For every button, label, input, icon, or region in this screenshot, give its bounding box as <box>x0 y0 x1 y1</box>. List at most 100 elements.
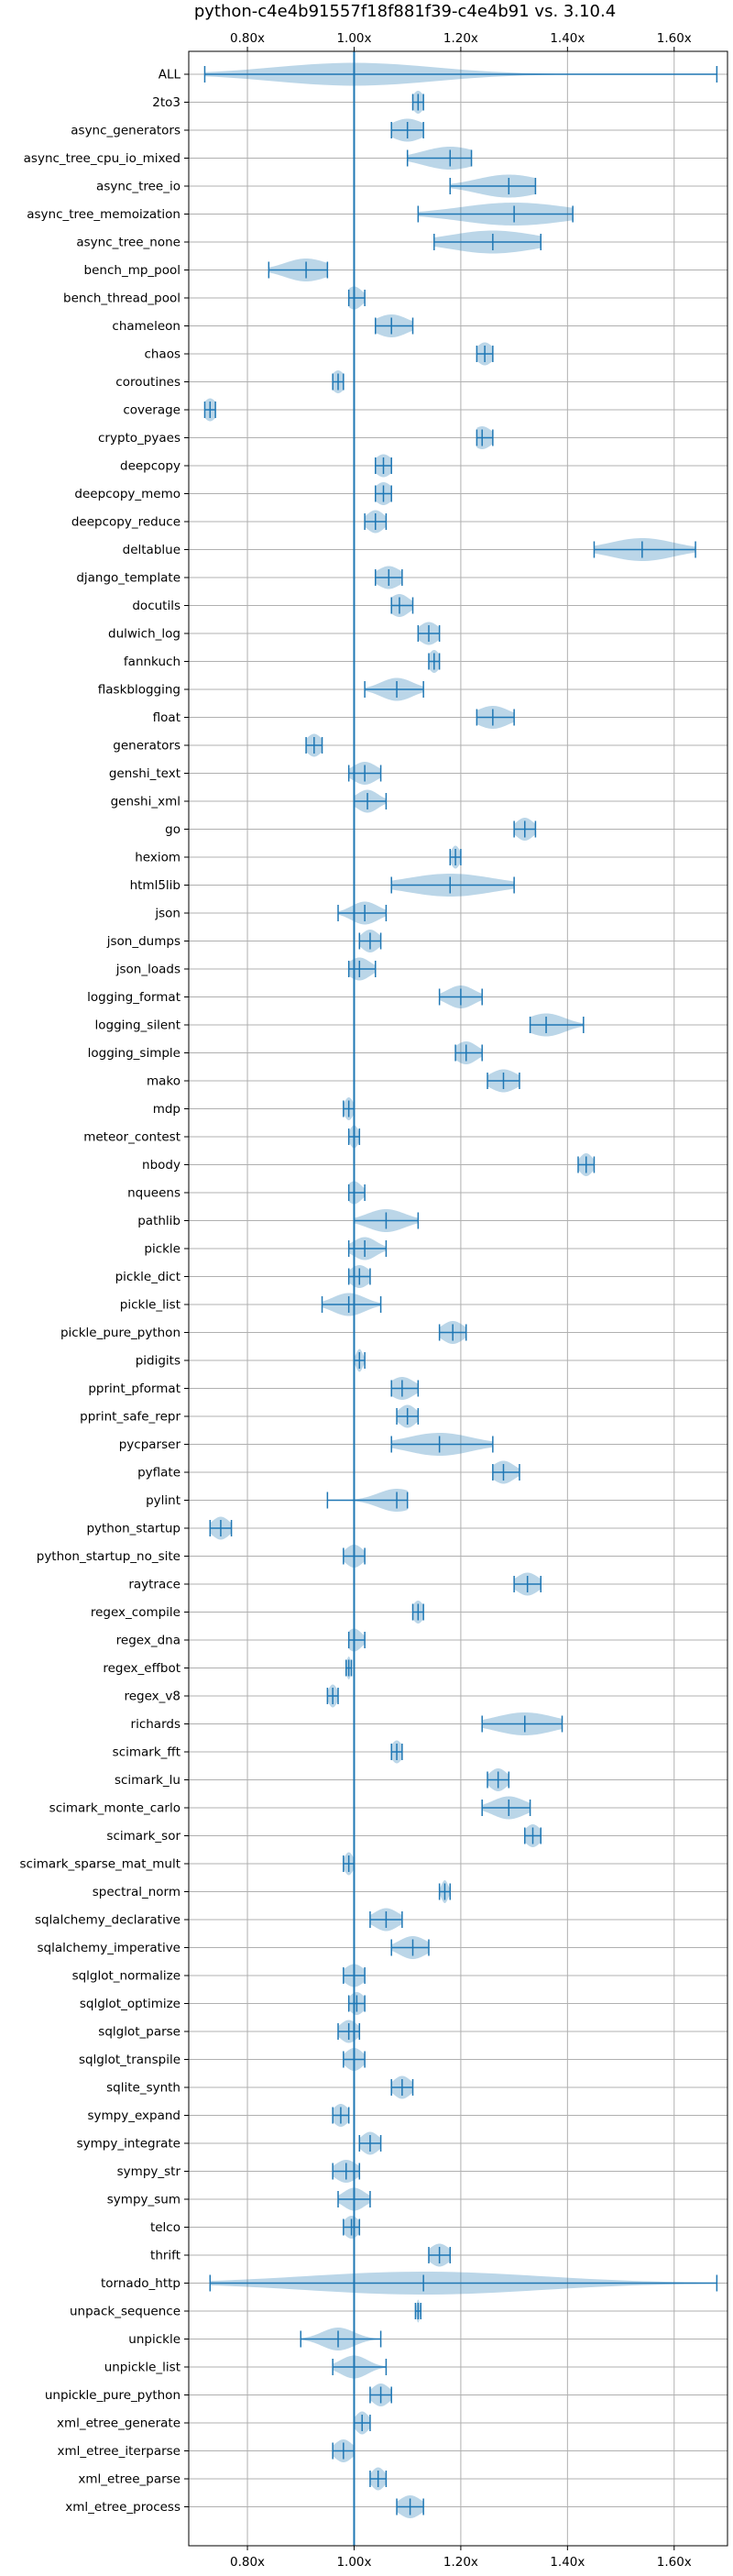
benchmark-label: regex_dna <box>116 1634 181 1648</box>
benchmark-label: nqueens <box>127 1186 181 1201</box>
benchmark-label: mdp <box>153 1102 181 1117</box>
benchmark-label: deepcopy <box>120 459 181 474</box>
benchmark-label: crypto_pyaes <box>98 431 181 446</box>
benchmark-label: xml_etree_parse <box>78 2472 181 2487</box>
x-tick-label-bottom: 1.40x <box>550 2555 585 2570</box>
benchmark-label: regex_effbot <box>103 1661 181 1676</box>
benchmark-label: async_tree_io <box>96 180 181 194</box>
benchmark-label: 2to3 <box>152 95 181 110</box>
benchmark-label: scimark_monte_carlo <box>49 1801 181 1816</box>
benchmark-label: sympy_expand <box>87 2108 181 2123</box>
benchmark-label: hexiom <box>135 851 181 865</box>
benchmark-label: sqlglot_normalize <box>72 1969 181 1984</box>
benchmark-label: deepcopy_memo <box>74 487 181 501</box>
x-tick-label-top: 1.60x <box>657 31 692 46</box>
x-tick-label-bottom: 1.60x <box>657 2555 692 2570</box>
benchmark-label: fannkuch <box>124 655 181 669</box>
x-tick-label-bottom: 1.00x <box>336 2555 371 2570</box>
benchmark-label: bench_mp_pool <box>84 263 181 278</box>
benchmark-label: docutils <box>132 599 181 613</box>
benchmark-label: spectral_norm <box>93 1885 181 1899</box>
benchmark-label: async_tree_memoization <box>27 207 181 222</box>
benchmark-label: pickle_list <box>120 1298 181 1313</box>
benchmark-label: chaos <box>144 347 181 362</box>
benchmark-label: deltablue <box>123 543 181 557</box>
benchmark-label: scimark_lu <box>115 1773 181 1788</box>
benchmark-label: python_startup_no_site <box>37 1549 181 1564</box>
benchmark-label: logging_format <box>87 990 181 1005</box>
benchmark-label: json <box>154 907 181 921</box>
benchmark-label: sqlglot_transpile <box>79 2053 181 2067</box>
benchmark-label: go <box>165 822 181 837</box>
benchmark-label: logging_simple <box>88 1046 181 1061</box>
benchmark-label: pprint_safe_repr <box>80 1410 181 1425</box>
benchmark-label: unpickle_pure_python <box>45 2388 181 2403</box>
benchmark-label: sympy_sum <box>107 2193 181 2207</box>
benchmark-label: coroutines <box>115 375 181 390</box>
benchmark-label: unpickle_list <box>104 2361 181 2375</box>
benchmark-label: meteor_contest <box>83 1130 181 1145</box>
benchmark-label: sqlglot_optimize <box>80 1997 181 2011</box>
benchmark-label: sqlalchemy_imperative <box>38 1941 181 1955</box>
benchmark-label: regex_v8 <box>124 1690 181 1704</box>
benchmark-label: pidigits <box>136 1354 181 1369</box>
benchmark-label: sqlalchemy_declarative <box>35 1913 181 1928</box>
benchmark-label: deepcopy_reduce <box>71 515 181 530</box>
benchmark-label: scimark_sparse_mat_mult <box>20 1857 181 1872</box>
benchmark-label: mako <box>147 1074 181 1089</box>
benchmark-label: pickle_dict <box>115 1270 181 1284</box>
x-tick-label-top: 1.20x <box>443 31 478 46</box>
benchmark-label: xml_etree_iterparse <box>58 2444 181 2459</box>
benchmark-label: logging_silent <box>95 1018 181 1033</box>
benchmark-label: flaskblogging <box>98 683 181 698</box>
x-tick-label-top: 1.40x <box>550 31 585 46</box>
benchmark-label: genshi_text <box>109 766 181 781</box>
benchmark-label: django_template <box>76 571 181 586</box>
benchmark-label: xml_etree_generate <box>57 2416 181 2431</box>
benchmark-label: regex_compile <box>91 1605 181 1620</box>
benchmark-label: json_dumps <box>106 934 181 949</box>
benchmark-label: sqlite_synth <box>106 2081 181 2096</box>
benchmark-label: scimark_fft <box>113 1745 181 1760</box>
benchmark-label: generators <box>113 739 181 754</box>
benchmark-label: unpickle <box>128 2332 181 2347</box>
benchmark-label: pickle <box>144 1242 181 1257</box>
benchmark-label: pyflate <box>137 1466 181 1481</box>
benchmark-label: chameleon <box>112 319 181 334</box>
x-tick-label-top: 0.80x <box>230 31 265 46</box>
benchmark-label: genshi_xml <box>111 795 181 809</box>
x-tick-label-bottom: 1.20x <box>443 2555 478 2570</box>
benchmark-label: scimark_sor <box>106 1829 181 1844</box>
benchmark-label: coverage <box>123 403 181 418</box>
benchmark-label: pycparser <box>119 1437 181 1452</box>
benchmark-label: sympy_str <box>117 2164 181 2179</box>
benchmark-label: pprint_pformat <box>88 1382 181 1396</box>
benchmark-label: html5lib <box>130 878 181 893</box>
benchmark-label: pylint <box>146 1493 181 1508</box>
benchmark-label: ALL <box>159 68 181 83</box>
benchmark-label: xml_etree_process <box>65 2500 181 2515</box>
benchmark-label: json_loads <box>115 963 181 977</box>
benchmark-label: async_generators <box>71 124 181 138</box>
benchmark-label: async_tree_none <box>76 236 181 250</box>
benchmark-label: thrift <box>150 2249 181 2263</box>
benchmark-label: richards <box>131 1717 181 1732</box>
chart-title: python-c4e4b91557f18f881f39-c4e4b91 vs. … <box>194 2 616 21</box>
benchmark-label: float <box>153 710 181 725</box>
benchmark-label: telco <box>150 2220 181 2235</box>
benchmark-label: sympy_integrate <box>77 2137 181 2152</box>
x-tick-label-bottom: 0.80x <box>230 2555 265 2570</box>
benchmark-label: pickle_pure_python <box>60 1326 181 1340</box>
benchmark-label: sqlglot_parse <box>98 2025 181 2040</box>
benchmark-label: tornado_http <box>101 2276 181 2291</box>
benchmark-label: bench_thread_pool <box>63 292 181 306</box>
benchmark-label: python_startup <box>86 1522 181 1536</box>
benchmark-label: async_tree_cpu_io_mixed <box>24 151 181 166</box>
benchmark-label: dulwich_log <box>108 627 181 642</box>
benchmark-label: pathlib <box>137 1214 181 1228</box>
benchmark-label: nbody <box>142 1158 181 1172</box>
x-tick-label-top: 1.00x <box>336 31 371 46</box>
benchmark-label: raytrace <box>128 1578 181 1592</box>
benchmark-label: unpack_sequence <box>70 2305 181 2319</box>
